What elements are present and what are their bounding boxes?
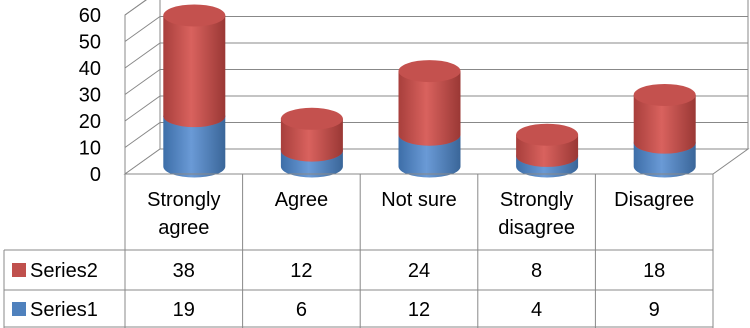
data-label: 6 [296,299,307,321]
bar-series2-top [516,123,579,146]
bar-series2-top [163,4,226,27]
y-tick-label: 30 [79,85,101,107]
category-label: Strongly disagree [498,189,575,239]
gridline [124,95,748,122]
category-label: Agree [275,189,328,211]
gridline [124,42,748,69]
bar-series2-top [280,107,343,130]
data-label: 38 [173,260,195,282]
data-label: 12 [408,299,430,321]
category-label: Disagree [614,189,694,211]
bar-series1-body [398,134,461,178]
y-tick-label: 50 [79,32,101,54]
data-label: 9 [649,299,660,321]
category-label: Not sure [381,189,457,211]
y-tick-label: 60 [79,5,101,27]
gridline [124,0,147,16]
series-label: Series2 [30,260,98,282]
data-label: 4 [531,299,542,321]
data-label: 24 [408,260,430,282]
bar-series2-body [163,15,226,128]
legend-key [12,263,26,277]
bar-series2-body [280,118,343,162]
legend-key [12,302,26,316]
bar-series1-body [163,116,226,178]
gridline [124,69,748,95]
bar-series2-body [633,94,696,154]
data-label: 19 [173,299,195,321]
bar-series2-body [398,71,461,146]
gridline [124,16,748,42]
data-label: 18 [643,260,665,282]
data-label: 12 [290,260,312,282]
bar-series2-top [633,83,696,106]
y-tick-label: 10 [79,138,101,160]
data-label: 8 [531,260,542,282]
bar-series2-top [398,60,461,83]
category-label: Strongly agree [147,189,220,239]
y-tick-label: 40 [79,58,101,80]
side-wall [124,0,161,175]
gridline [124,122,748,148]
series-label: Series1 [30,299,98,321]
y-tick-label: 0 [90,164,101,186]
y-tick-label: 20 [79,111,101,133]
